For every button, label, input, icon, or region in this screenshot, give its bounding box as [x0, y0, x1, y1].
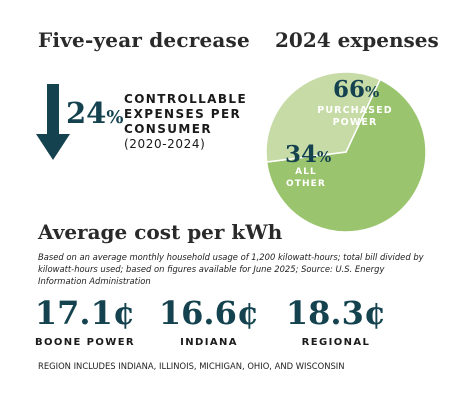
- slice-label-all-other: ALL OTHER: [278, 166, 334, 190]
- cost-value-boone-power: 17.1¢: [34, 294, 136, 332]
- slice-value-all-other: 34%: [285, 141, 331, 168]
- region-footnote: REGION INCLUDES INDIANA, ILLINOIS, MICHI…: [38, 361, 345, 371]
- avg-cost-heading: Average cost per kWh: [38, 220, 283, 244]
- decrease-years: (2020-2024): [124, 137, 206, 151]
- slice-value-purchased-power-number: 66: [333, 76, 366, 103]
- decrease-heading: Five-year decrease: [38, 28, 250, 52]
- cost-label-indiana: INDIANA: [180, 337, 238, 348]
- slice-value-purchased-power-unit: %: [365, 83, 380, 101]
- expenses-pie-chart: [265, 71, 427, 233]
- expenses-heading: 2024 expenses: [275, 28, 439, 52]
- pie-slice-purchased-power: [265, 78, 427, 233]
- decrease-line1: CONTROLLABLE: [124, 92, 248, 106]
- slice-label-purchased-power-line1: PURCHASED: [317, 105, 393, 116]
- cost-value-indiana: 16.6¢: [158, 294, 260, 332]
- decrease-percent: 24%: [66, 96, 123, 130]
- cost-label-regional: REGIONAL: [301, 337, 371, 348]
- decrease-value: 24: [66, 96, 107, 130]
- slice-value-purchased-power: 66%: [333, 76, 379, 103]
- slice-label-purchased-power-line2: POWER: [332, 117, 378, 128]
- slice-value-all-other-number: 34: [285, 141, 318, 168]
- slice-label-all-other-line1: ALL: [295, 167, 317, 177]
- decrease-unit: %: [106, 107, 124, 128]
- decrease-description: CONTROLLABLE EXPENSES PER CONSUMER (2020…: [124, 92, 247, 152]
- decrease-line3: CONSUMER: [124, 122, 213, 136]
- slice-value-all-other-unit: %: [317, 148, 332, 166]
- slice-label-purchased-power: PURCHASED POWER: [312, 105, 398, 129]
- pie-slice-all-other: [265, 71, 382, 163]
- cost-value-regional: 18.3¢: [285, 294, 387, 332]
- slice-label-all-other-line2: OTHER: [286, 179, 326, 189]
- down-arrow-icon: [36, 84, 70, 160]
- decrease-line2: EXPENSES PER: [124, 107, 242, 121]
- methodology-note: Based on an average monthly household us…: [38, 252, 424, 286]
- cost-label-boone-power: BOONE POWER: [34, 337, 136, 348]
